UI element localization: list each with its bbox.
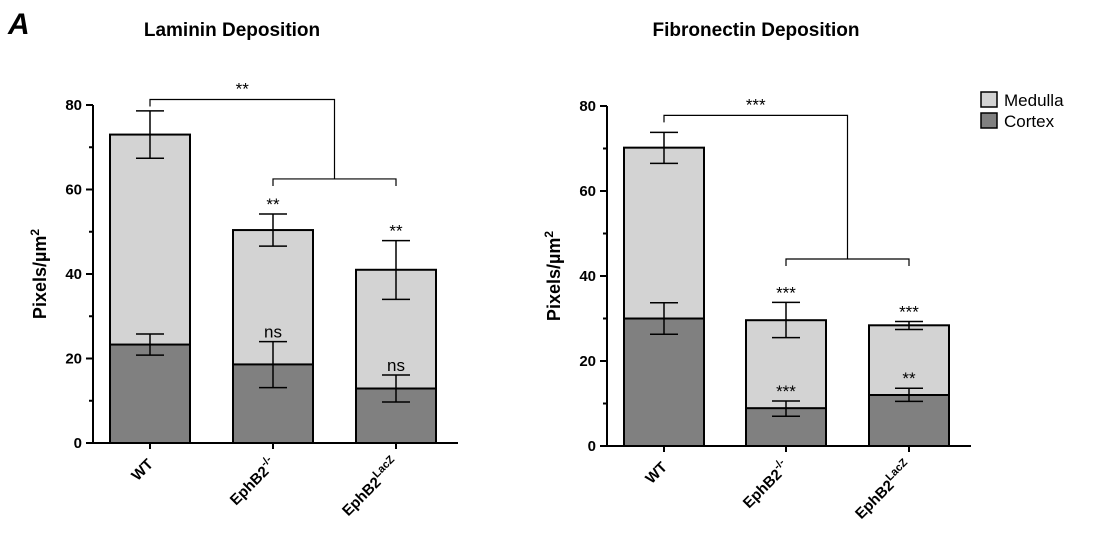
y-tick-label: 20 xyxy=(65,351,82,368)
chart-title: Fibronectin Deposition xyxy=(653,20,860,41)
y-tick-label: 80 xyxy=(65,97,82,114)
significance-bracket xyxy=(785,258,910,266)
y-axis-label: Pixels/µm2 xyxy=(28,229,50,319)
significance-label: *** xyxy=(746,95,766,114)
panel-letter: A xyxy=(7,8,30,41)
bar-cortex xyxy=(868,394,950,447)
significance-label: *** xyxy=(776,382,796,401)
x-category-label: EphB2-/- xyxy=(225,453,280,508)
x-category-label: EphB2LacZ xyxy=(337,453,403,519)
y-tick-label: 0 xyxy=(74,435,82,452)
y-tick-label: 60 xyxy=(579,183,596,200)
significance-label: *** xyxy=(776,283,796,302)
y-tick-label: 40 xyxy=(579,268,596,285)
y-tick-label: 60 xyxy=(65,182,82,199)
chart-title: Laminin Deposition xyxy=(144,20,320,41)
x-category-label: WT xyxy=(642,459,671,488)
legend-swatch xyxy=(980,91,998,108)
significance-bracket xyxy=(149,98,336,179)
significance-label: ** xyxy=(266,195,280,214)
laminin-chart: Laminin Deposition 0 20 40 60 80 Pixels/µm2 WT *… xyxy=(28,20,458,520)
y-tick-label: 80 xyxy=(579,98,596,115)
significance-label: *** xyxy=(899,302,919,321)
y-tick-label: 40 xyxy=(65,266,82,283)
legend-swatch xyxy=(980,112,998,129)
legend: Medulla Cortex xyxy=(980,91,1064,131)
y-tick-label: 20 xyxy=(579,353,596,370)
significance-label: ** xyxy=(902,369,916,388)
y-axis-label: Pixels/µm2 xyxy=(542,231,564,321)
significance-label: ** xyxy=(236,80,250,99)
significance-bracket xyxy=(663,114,849,259)
significance-label: ns xyxy=(387,356,405,375)
x-category-label: EphB2-/- xyxy=(738,456,793,511)
significance-bracket xyxy=(272,178,397,186)
significance-label: ns xyxy=(264,323,282,342)
significance-label: ** xyxy=(389,222,403,241)
legend-label: Cortex xyxy=(1004,112,1055,131)
bar-cortex xyxy=(109,343,191,444)
x-category-label: WT xyxy=(128,456,157,485)
fibronectin-chart: Fibronectin Deposition 0 20 40 60 80 Pixels/µm… xyxy=(542,20,971,523)
bar-cortex xyxy=(623,317,705,447)
y-tick-label: 0 xyxy=(588,438,596,455)
x-category-label: EphB2LacZ xyxy=(850,456,916,522)
legend-label: Medulla xyxy=(1004,91,1064,110)
